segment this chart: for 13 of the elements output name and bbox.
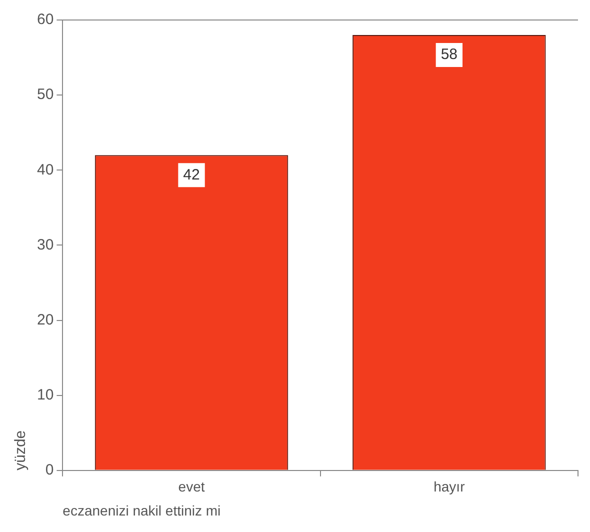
x-tick-label: hayır	[434, 478, 466, 495]
x-axis-title: eczanenizi nakil ettiniz mi	[62, 502, 221, 518]
data-label: 58	[440, 46, 458, 64]
data-label: 42	[183, 166, 200, 184]
x-tick-label: evet	[178, 478, 205, 495]
y-axis-title: yüzde	[12, 430, 30, 470]
y-tick-label: 20	[36, 311, 54, 328]
y-tick-label: 50	[36, 86, 54, 104]
y-tick-label: 30	[36, 236, 54, 254]
y-tick-label: 60	[36, 11, 54, 28]
y-tick-label: 10	[36, 386, 54, 404]
y-tick-label: 0	[45, 462, 54, 479]
y-tick-label: 40	[36, 161, 54, 178]
